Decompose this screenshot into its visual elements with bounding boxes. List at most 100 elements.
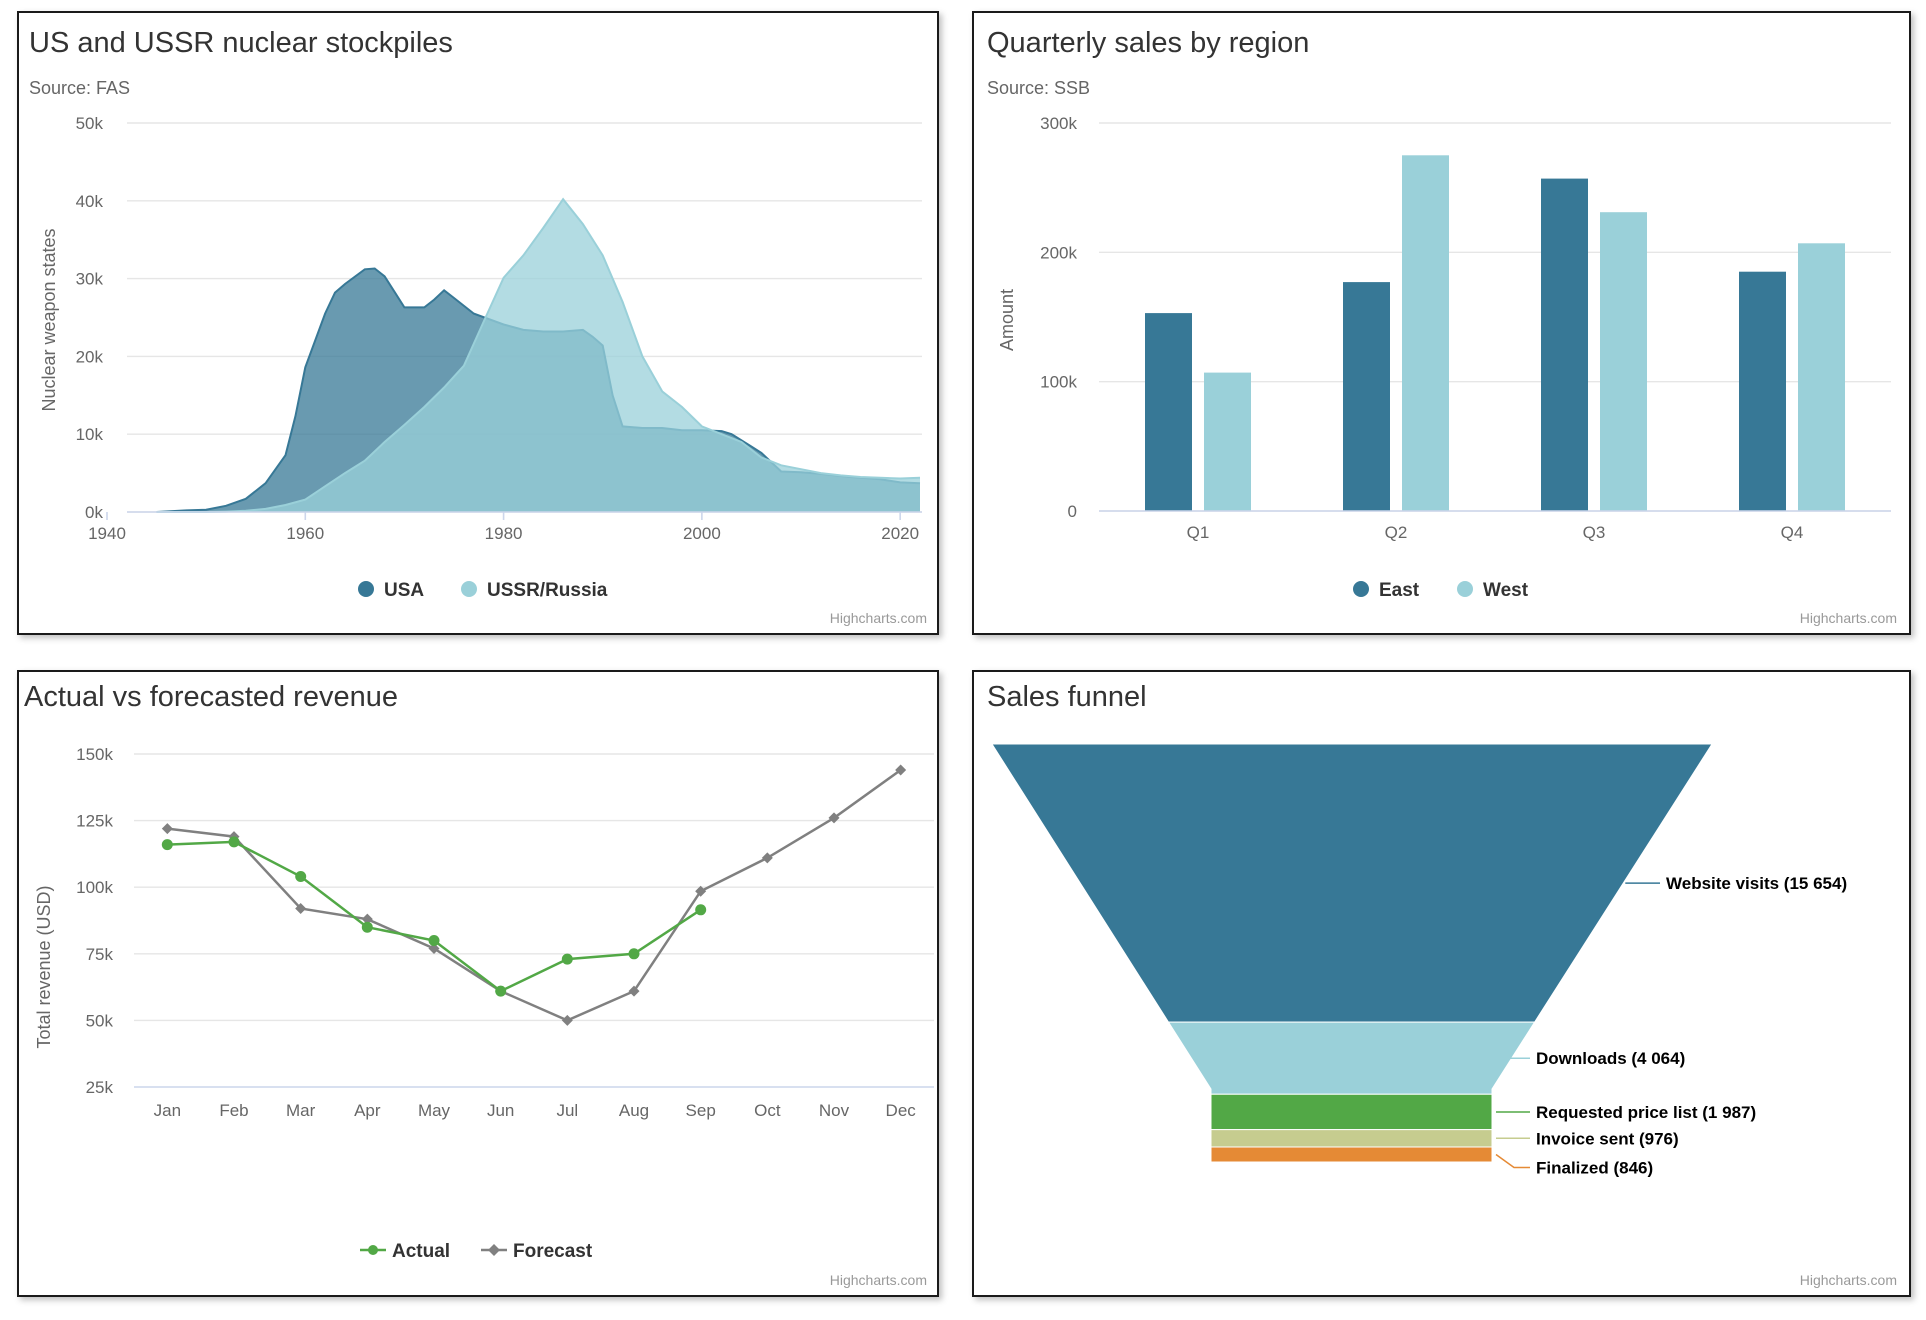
bar-west-q1 <box>1204 372 1251 511</box>
funnel-segment-requested-price-list <box>1210 1093 1493 1131</box>
y-tick-label: 100k <box>76 878 113 897</box>
x-tick-label: Nov <box>819 1101 850 1120</box>
funnel-label: Invoice sent (976) <box>1536 1129 1679 1148</box>
point-actual <box>295 871 307 882</box>
point-actual <box>161 839 173 851</box>
y-tick-label: 25k <box>86 1078 114 1097</box>
y-tick-label: 75k <box>86 945 114 964</box>
sales-funnel-chart: Sales funnel Website visits (15 654) Down… <box>987 681 1897 1288</box>
point-actual <box>361 921 373 933</box>
credit-link[interactable]: Highcharts.com <box>1800 610 1897 626</box>
point-actual <box>695 904 707 916</box>
line-ussr-russia <box>156 197 921 513</box>
legend-item-west[interactable]: West <box>1457 580 1529 601</box>
chart-title: Actual vs forecasted revenue <box>24 681 398 713</box>
x-tick-label: Mar <box>286 1101 316 1120</box>
x-tick-label: Q4 <box>1781 523 1804 542</box>
point-actual <box>228 836 240 848</box>
legend-item-forecast[interactable]: Forecast <box>481 1241 593 1262</box>
x-tick-label: Q2 <box>1385 523 1408 542</box>
chart-subtitle: Source: FAS <box>29 78 130 98</box>
y-tick-label: 125k <box>76 812 113 831</box>
point-forecast <box>561 1014 573 1026</box>
bar-west-q4 <box>1798 243 1845 512</box>
point-actual <box>561 953 573 965</box>
x-tick-label: May <box>418 1101 451 1120</box>
line-forecast <box>167 768 902 1022</box>
point-actual <box>428 935 440 946</box>
x-tick-label: 1960 <box>286 524 324 543</box>
revenue-chart-panel: Actual vs forecasted revenue Total reven… <box>17 670 939 1297</box>
credit-link[interactable]: Highcharts.com <box>830 610 927 626</box>
point-forecast <box>295 903 307 915</box>
legend-symbol <box>368 1245 378 1255</box>
funnel-label: Requested price list (1 987) <box>1536 1103 1756 1122</box>
funnel-segment-website-visits <box>991 743 1713 1023</box>
chart-subtitle: Source: SSB <box>987 78 1090 98</box>
chart-title: US and USSR nuclear stockpiles <box>29 27 453 59</box>
x-tick-label: 1940 <box>88 524 126 543</box>
revenue-chart: Actual vs forecasted revenue Total reven… <box>24 681 934 1288</box>
x-tick-label: Aug <box>619 1101 649 1120</box>
legend-symbol <box>358 581 374 597</box>
legend-label: USSR/Russia <box>487 580 608 601</box>
y-tick-label: 10k <box>76 425 104 444</box>
x-tick-label: 2020 <box>881 524 919 543</box>
chart-title: Sales funnel <box>987 681 1147 713</box>
bar-east-q3 <box>1541 178 1588 511</box>
y-axis-title: Nuclear weapon states <box>39 228 59 411</box>
line-actual <box>167 840 702 993</box>
point-actual <box>495 985 507 997</box>
x-tick-label: Dec <box>886 1101 917 1120</box>
stockpiles-chart-panel: US and USSR nuclear stockpiles Source: F… <box>17 11 939 635</box>
point-forecast <box>361 913 373 925</box>
x-tick-label: Q1 <box>1187 523 1210 542</box>
y-tick-label: 50k <box>76 114 104 133</box>
chart-title: Quarterly sales by region <box>987 27 1309 59</box>
x-tick-label: Feb <box>219 1101 248 1120</box>
funnel-segment-downloads <box>1167 1021 1536 1095</box>
legend-item-ussr-russia[interactable]: USSR/Russia <box>461 580 608 601</box>
point-forecast <box>428 942 440 954</box>
legend-symbol <box>1353 581 1369 597</box>
x-tick-label: Jun <box>487 1101 514 1120</box>
stockpiles-chart: US and USSR nuclear stockpiles Source: F… <box>29 27 927 626</box>
point-forecast <box>761 852 773 864</box>
bar-east-q4 <box>1739 271 1786 511</box>
legend: USA USSR/Russia <box>358 580 608 601</box>
credit-link[interactable]: Highcharts.com <box>830 1272 927 1288</box>
credit-link[interactable]: Highcharts.com <box>1800 1272 1897 1288</box>
y-tick-label: 50k <box>86 1011 114 1030</box>
funnel-connector <box>1495 1153 1530 1169</box>
legend-symbol <box>488 1244 500 1256</box>
x-tick-label: Oct <box>754 1101 781 1120</box>
point-forecast <box>895 764 907 776</box>
x-tick-label: Q3 <box>1583 523 1606 542</box>
quarterly-sales-chart: Quarterly sales by region Source: SSB Am… <box>987 27 1897 626</box>
legend-item-actual[interactable]: Actual <box>360 1241 450 1262</box>
funnel-label: Downloads (4 064) <box>1536 1049 1685 1068</box>
bar-west-q3 <box>1600 212 1647 511</box>
legend: East West <box>1353 580 1529 601</box>
y-tick-label: 200k <box>1040 243 1077 262</box>
point-forecast <box>161 823 173 835</box>
x-tick-label: 2000 <box>683 524 721 543</box>
y-tick-label: 100k <box>1040 373 1077 392</box>
legend-symbol <box>461 581 477 597</box>
legend-label: USA <box>384 580 424 601</box>
funnel-segment-invoice-sent <box>1210 1129 1493 1148</box>
legend-item-usa[interactable]: USA <box>358 580 424 601</box>
y-tick-label: 0 <box>1068 502 1077 521</box>
legend-label: East <box>1379 580 1420 601</box>
legend-item-east[interactable]: East <box>1353 580 1420 601</box>
sales-funnel-panel: Sales funnel Website visits (15 654) Down… <box>972 670 1911 1297</box>
quarterly-sales-chart-panel: Quarterly sales by region Source: SSB Am… <box>972 11 1911 635</box>
x-tick-label: Jan <box>154 1101 181 1120</box>
funnel-label: Website visits (15 654) <box>1666 874 1847 893</box>
bar-east-q1 <box>1145 313 1192 511</box>
y-tick-label: 0k <box>85 503 103 522</box>
funnel-segment-finalized <box>1210 1146 1493 1163</box>
y-tick-label: 300k <box>1040 114 1077 133</box>
bar-east-q2 <box>1343 282 1390 511</box>
y-tick-label: 20k <box>76 347 104 366</box>
